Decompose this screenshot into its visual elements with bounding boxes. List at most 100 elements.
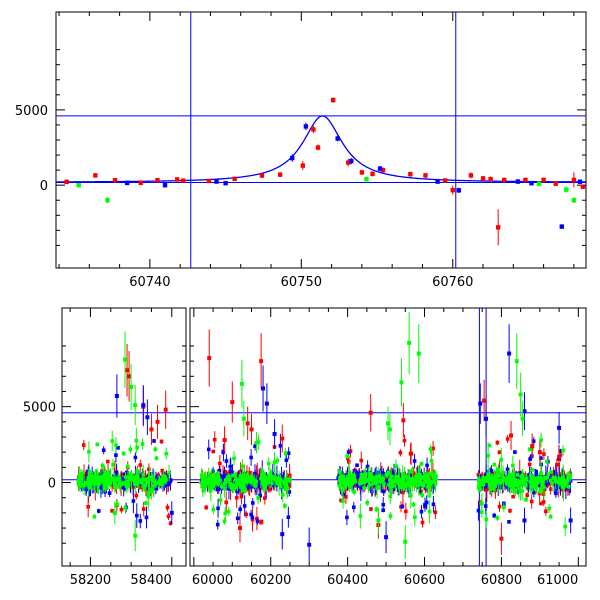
data-point [283,487,288,491]
data-point [388,514,393,518]
data-point [240,464,245,468]
data-point [87,470,92,475]
data-point [115,476,119,481]
data-point [419,509,424,514]
data-point [424,500,429,505]
data-point [76,479,81,484]
data-point [523,177,528,183]
data-point [522,518,527,523]
data-point [554,486,559,491]
data-point [148,472,153,476]
data-point [397,483,402,488]
data-point [365,500,370,505]
data-point [112,178,118,183]
data-point [400,472,405,477]
data-point [78,476,82,480]
data-point [114,443,118,448]
data-point [494,471,498,475]
data-point [403,539,408,544]
data-point [363,475,367,479]
data-point [390,481,395,486]
data-point [233,485,237,490]
data-point [249,455,253,460]
data-point [141,478,145,482]
data-point [423,479,428,484]
data-point [515,483,519,487]
data-point [348,477,353,482]
data-point [335,136,340,141]
data-point [263,496,267,500]
data-point [281,474,286,479]
data-point [340,488,345,493]
data-point [344,495,348,499]
data-point [370,478,374,482]
data-point [404,474,409,479]
data-point [117,482,122,487]
data-point [224,479,229,484]
data-point [217,486,222,490]
data-point [566,473,571,478]
data-point [148,485,153,490]
data-point [133,482,138,487]
data-point [539,501,543,506]
data-point [151,475,155,479]
data-point [151,484,156,488]
data-point [344,480,348,485]
data-point [215,487,220,492]
data-point [125,464,130,469]
data-point [135,445,139,450]
data-point [219,484,224,489]
data-point [247,477,251,481]
data-point [565,478,569,483]
data-point [482,398,487,403]
data-point [543,476,547,481]
data-point [529,475,534,479]
data-point [487,475,491,479]
data-point [169,510,174,515]
data-point [259,520,263,525]
data-point [433,510,438,515]
data-point [141,507,146,511]
data-point [524,497,528,502]
data-point [232,456,236,461]
data-point [411,478,416,483]
data-point [88,474,92,478]
data-point [423,502,427,507]
plot-frame [55,11,587,269]
data-point [427,509,432,514]
data-point [230,400,235,405]
data-point [90,479,94,483]
data-point [84,480,89,485]
data-point [420,520,425,525]
data-point [92,479,97,484]
data-point [218,498,223,502]
data-point [534,484,538,488]
data-point [206,447,211,452]
data-point [355,483,359,488]
data-point [275,458,279,463]
data-point [365,464,370,469]
data-point [380,167,386,173]
data-point [111,462,115,467]
data-point [428,482,432,487]
data-point [105,459,110,464]
data-point [522,478,527,483]
data-point [477,483,481,488]
data-point [381,502,386,507]
data-point [378,479,382,484]
data-point [250,501,255,505]
data-point [279,478,283,483]
data-point [544,509,548,514]
data-point [241,416,246,421]
data-point [269,476,274,481]
x-tick-label: 58400 [130,573,171,588]
data-point [507,351,512,356]
data-point [134,438,139,443]
data-point [527,462,532,467]
data-point [370,475,375,480]
lightcurve-zoom-panel: 60740 60750 60760 0 5000 [15,11,587,290]
data-point [487,443,492,448]
data-point [221,450,226,455]
data-point [508,478,513,483]
plot-frame [61,307,187,567]
